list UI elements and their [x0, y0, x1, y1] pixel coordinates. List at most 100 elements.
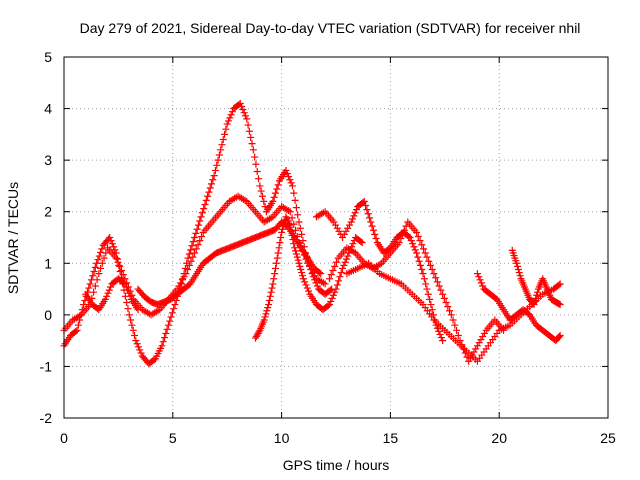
data-point-interp: [463, 353, 471, 361]
data-point-interp: [205, 188, 213, 196]
data-point-interp: [211, 166, 219, 174]
data-point: [286, 208, 294, 216]
data-point: [513, 259, 521, 267]
data-point: [358, 239, 366, 247]
data-point-interp: [137, 349, 145, 357]
data-point-interp: [239, 106, 247, 114]
data-point-interp: [305, 287, 313, 295]
data-point: [282, 166, 290, 174]
data-point-interp: [301, 278, 309, 286]
data-point: [101, 295, 109, 303]
data-point: [286, 223, 294, 231]
data-point-interp: [372, 235, 380, 243]
data-point-interp: [477, 279, 485, 287]
data-point-interp: [266, 292, 274, 300]
data-point-interp: [97, 264, 105, 272]
data-point-interp: [188, 242, 196, 250]
data-point-interp: [126, 292, 134, 300]
data-point: [182, 270, 190, 278]
data-point-interp: [102, 249, 110, 257]
data-point: [265, 301, 273, 309]
data-point-interp: [273, 185, 281, 193]
data-point-interp: [409, 240, 417, 248]
data-point-interp: [399, 230, 407, 238]
data-point-interp: [352, 206, 360, 214]
data-point-interp: [453, 326, 461, 334]
data-point-interp: [167, 313, 175, 321]
data-point-interp: [416, 261, 424, 269]
data-point: [269, 197, 277, 205]
x-tick-label: 5: [169, 430, 177, 446]
data-point-interp: [187, 257, 195, 265]
y-tick-label: 0: [44, 307, 52, 323]
data-point: [291, 244, 299, 252]
data-point-interp: [414, 232, 422, 240]
data-point-interp: [555, 281, 563, 289]
data-point-interp: [168, 309, 176, 317]
data-point-interp: [114, 258, 122, 266]
data-point-interp: [272, 189, 280, 197]
data-point: [317, 270, 325, 278]
data-point-interp: [187, 246, 195, 254]
data-point-interp: [129, 326, 137, 334]
data-point: [80, 301, 88, 309]
data-point-interp: [326, 286, 334, 294]
data-point-interp: [292, 247, 300, 255]
series-track-j: [82, 275, 142, 314]
data-point: [426, 295, 434, 303]
data-point-interp: [276, 239, 284, 247]
data-point-interp: [72, 327, 80, 335]
data-point: [217, 146, 225, 154]
data-point-interp: [533, 291, 541, 299]
data-point-interp: [196, 217, 204, 225]
data-point-interp: [94, 256, 102, 264]
data-point-interp: [302, 281, 310, 289]
data-point-interp: [241, 112, 249, 120]
data-point: [321, 280, 329, 288]
data-point-interp: [238, 103, 246, 111]
data-point-interp: [425, 257, 433, 265]
data-point-interp: [437, 334, 445, 342]
data-point-interp: [332, 221, 340, 229]
data-point-interp: [209, 176, 217, 184]
data-point-interp: [516, 272, 524, 280]
data-point-interp: [532, 294, 540, 302]
data-point-interp: [331, 288, 339, 296]
data-point-interp: [335, 227, 343, 235]
data-point-interp: [371, 230, 379, 238]
data-point-interp: [315, 269, 323, 277]
data-point-interp: [202, 196, 210, 204]
data-point: [134, 306, 142, 314]
data-point-interp: [185, 261, 193, 269]
data-point: [413, 228, 421, 236]
data-point-interp: [333, 281, 341, 289]
data-point: [236, 99, 244, 107]
data-point-interp: [342, 227, 350, 235]
data-point: [260, 316, 268, 324]
data-point-interp: [270, 275, 278, 283]
data-point-interp: [198, 232, 206, 240]
data-point-interp: [275, 244, 283, 252]
data-point-interp: [267, 288, 275, 296]
data-point-interp: [287, 227, 295, 235]
y-tick-label: 4: [44, 101, 52, 117]
data-point-interp: [95, 252, 103, 260]
data-point-interp: [225, 117, 233, 125]
data-point-interp: [108, 240, 116, 248]
data-point-interp: [420, 275, 428, 283]
data-point-interp: [120, 279, 128, 287]
data-point-interp: [240, 109, 248, 117]
data-point-interp: [272, 259, 280, 267]
data-point-interp: [418, 265, 426, 273]
data-point-interp: [477, 336, 485, 344]
data-point-interp: [426, 261, 434, 269]
data-point-interp: [298, 230, 306, 238]
series-track-g: [343, 259, 564, 365]
data-point-interp: [416, 237, 424, 245]
data-point-interp: [422, 280, 430, 288]
data-point-interp: [263, 307, 271, 315]
data-point-interp: [340, 261, 348, 269]
data-point: [360, 197, 368, 205]
data-point: [406, 234, 414, 241]
data-point: [278, 228, 286, 236]
